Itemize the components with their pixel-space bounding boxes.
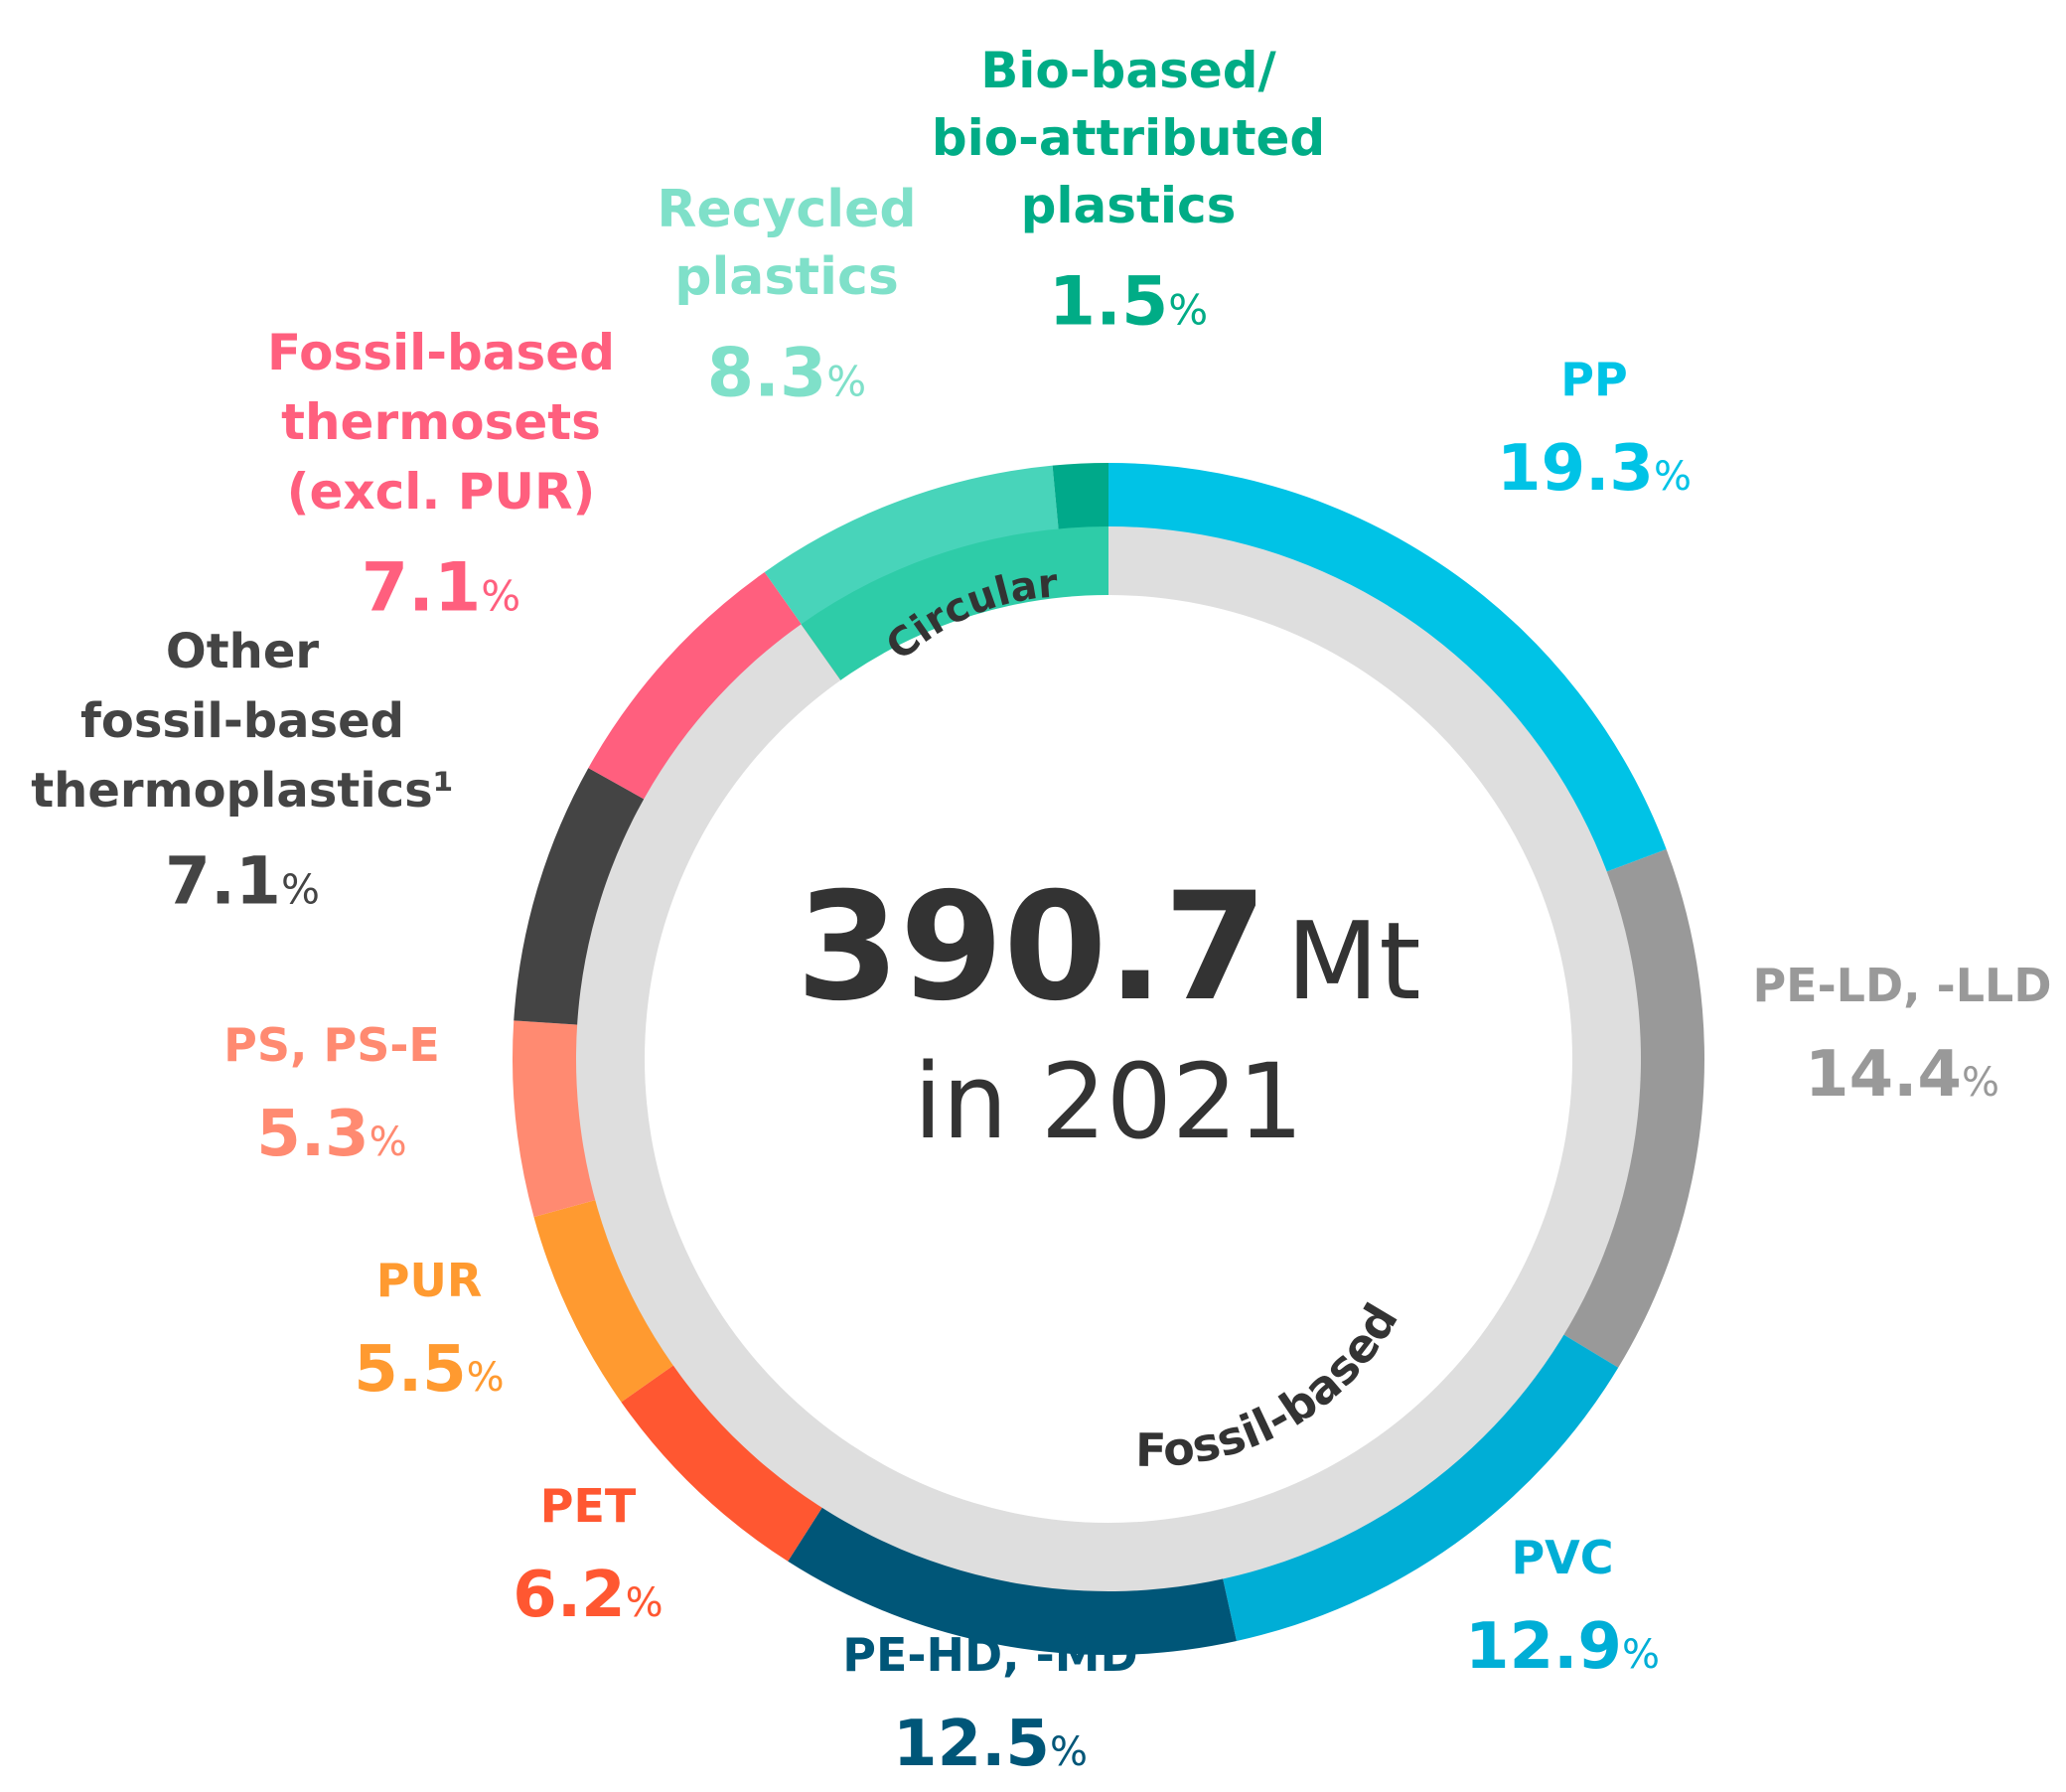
label-pehd: PE-HD, -MD 12.5% (842, 1628, 1137, 1781)
label-recycled-name-1: plastics (674, 247, 899, 307)
label-bio-name-1: bio-attributed (932, 109, 1325, 167)
slice-labels: PP 19.3% PE-LD, -LLD 14.4% PVC 12.9% PE-HD, -M… (31, 42, 2051, 1781)
label-other-name-2: thermoplastics¹ (31, 763, 454, 819)
label-bio: Bio-based/bio-attributed plastics 1.5% (932, 42, 1325, 342)
label-pehd-name-0: PE-HD, -MD (842, 1628, 1137, 1682)
label-thermosets: Fossil-based thermosets (excl. PUR) 7.1% (267, 324, 615, 628)
label-peld: PE-LD, -LLD 14.4% (1752, 959, 2051, 1112)
label-thermosets-name-1: thermosets (281, 393, 601, 451)
label-pet-name-0: PET (540, 1479, 637, 1533)
label-peld-name-0: PE-LD, -LLD (1752, 959, 2051, 1012)
label-pet: PET 6.2% (513, 1479, 663, 1632)
label-pehd-value: 12.5% (893, 1708, 1088, 1781)
center-total: 390.7 Mt (796, 861, 1420, 1034)
label-bio-name-0: Bio-based/ (980, 42, 1276, 99)
label-peld-value: 14.4% (1805, 1038, 1999, 1112)
label-ps-name-0: PS, PS-E (223, 1018, 440, 1072)
center-subtitle: in 2021 (914, 1041, 1304, 1162)
inner-segment-circular (801, 526, 1108, 681)
label-bio-value: 1.5% (1049, 263, 1208, 342)
label-recycled-value: 8.3% (707, 335, 866, 413)
label-pvc: PVC 12.9% (1465, 1531, 1660, 1684)
label-pvc-value: 12.9% (1465, 1610, 1660, 1684)
label-pur-value: 5.5% (354, 1333, 504, 1407)
label-recycled: Recycled plastics 8.3% (657, 180, 916, 413)
label-pur-name-0: PUR (376, 1254, 483, 1307)
label-pp-value: 19.3% (1497, 432, 1692, 506)
label-other: Other fossil-based thermoplastics¹ 7.1% (31, 624, 454, 920)
label-thermosets-name-2: (excl. PUR) (287, 463, 596, 521)
label-thermosets-name-0: Fossil-based (267, 324, 615, 381)
label-ps: PS, PS-E 5.3% (223, 1018, 440, 1171)
donut-hole (645, 595, 1572, 1523)
label-pur: PUR 5.5% (354, 1254, 504, 1407)
label-other-value: 7.1% (165, 843, 320, 920)
label-pvc-name-0: PVC (1511, 1531, 1613, 1584)
label-bio-name-2: plastics (1021, 177, 1237, 234)
label-recycled-name-0: Recycled (657, 180, 916, 239)
label-other-name-0: Other (166, 624, 319, 679)
label-pp: PP 19.3% (1497, 353, 1692, 506)
label-other-name-1: fossil-based (80, 693, 404, 749)
label-pet-value: 6.2% (513, 1559, 663, 1632)
label-ps-value: 5.3% (256, 1098, 406, 1171)
label-pp-name-0: PP (1560, 353, 1627, 406)
inner-ring (575, 526, 1641, 1592)
label-thermosets-value: 7.1% (362, 549, 520, 628)
